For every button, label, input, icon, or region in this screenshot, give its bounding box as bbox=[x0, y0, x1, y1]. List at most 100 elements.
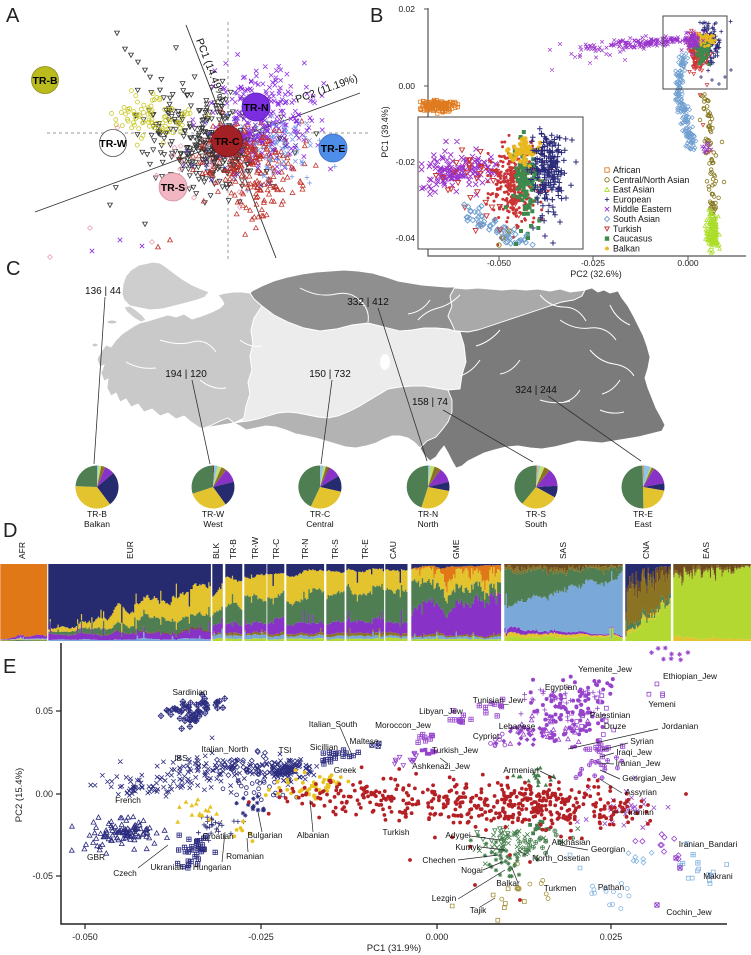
svg-text:Druze: Druze bbox=[604, 721, 627, 731]
svg-text:TR-C: TR-C bbox=[271, 539, 281, 559]
svg-text:Georgian_Jew: Georgian_Jew bbox=[622, 773, 677, 783]
svg-text:Middle Eastern: Middle Eastern bbox=[613, 204, 672, 214]
svg-text:TR-E: TR-E bbox=[321, 143, 346, 155]
svg-text:TR-N: TR-N bbox=[300, 539, 310, 559]
svg-text:North: North bbox=[418, 519, 439, 529]
svg-text:CNA: CNA bbox=[641, 541, 651, 559]
svg-text:East: East bbox=[634, 519, 652, 529]
svg-text:0.025: 0.025 bbox=[600, 932, 623, 942]
svg-text:Armenian: Armenian bbox=[503, 765, 539, 775]
svg-text:Bulgarian: Bulgarian bbox=[247, 830, 282, 840]
svg-text:Italian_North: Italian_North bbox=[201, 744, 248, 754]
svg-text:TR-S: TR-S bbox=[161, 182, 186, 194]
svg-text:Georgian: Georgian bbox=[591, 844, 626, 854]
svg-text:Adygei: Adygei bbox=[445, 830, 471, 840]
svg-text:SAS: SAS bbox=[558, 542, 568, 559]
svg-text:Ukranian: Ukranian bbox=[150, 862, 184, 872]
svg-text:-0.050: -0.050 bbox=[72, 932, 98, 942]
svg-text:Kumyk: Kumyk bbox=[455, 842, 481, 852]
svg-text:North_Ossetian: North_Ossetian bbox=[532, 853, 590, 863]
svg-text:E: E bbox=[3, 656, 16, 678]
svg-text:0.00: 0.00 bbox=[398, 81, 415, 91]
svg-text:Turkish: Turkish bbox=[613, 224, 642, 234]
svg-text:0.02: 0.02 bbox=[398, 4, 415, 14]
svg-text:Iraqi_Jew: Iraqi_Jew bbox=[616, 747, 653, 757]
svg-text:TR-B: TR-B bbox=[228, 539, 238, 559]
svg-text:TR-W: TR-W bbox=[99, 138, 126, 150]
svg-text:Central/North Asian: Central/North Asian bbox=[613, 175, 689, 185]
svg-text:PC2 (32.6%): PC2 (32.6%) bbox=[570, 269, 622, 279]
svg-text:Croatian: Croatian bbox=[202, 831, 234, 841]
svg-text:TR-S: TR-S bbox=[526, 509, 546, 519]
svg-text:0.00: 0.00 bbox=[35, 789, 53, 799]
svg-text:TR-C: TR-C bbox=[214, 136, 239, 148]
svg-text:Central: Central bbox=[306, 519, 334, 529]
svg-text:TR-B: TR-B bbox=[32, 75, 57, 87]
svg-text:TR-E: TR-E bbox=[360, 539, 370, 559]
svg-text:Chechen: Chechen bbox=[422, 855, 456, 865]
svg-text:South Asian: South Asian bbox=[613, 214, 660, 224]
svg-text:CAU: CAU bbox=[388, 541, 398, 559]
svg-text:Assyrian: Assyrian bbox=[625, 787, 657, 797]
svg-text:Cypriot: Cypriot bbox=[473, 731, 500, 741]
svg-text:-0.025: -0.025 bbox=[248, 932, 274, 942]
svg-text:TR-W: TR-W bbox=[202, 509, 224, 519]
svg-text:Palestinian: Palestinian bbox=[590, 710, 631, 720]
svg-text:Ethiopian_Jew: Ethiopian_Jew bbox=[663, 671, 718, 681]
svg-text:Romanian: Romanian bbox=[226, 851, 264, 861]
svg-text:332 | 412: 332 | 412 bbox=[347, 297, 389, 308]
svg-text:Lebanese: Lebanese bbox=[499, 721, 536, 731]
svg-text:Hungarian: Hungarian bbox=[193, 862, 232, 872]
svg-text:Czech: Czech bbox=[113, 868, 137, 878]
svg-text:Pathan: Pathan bbox=[598, 882, 625, 892]
svg-text:Sicillian: Sicillian bbox=[310, 742, 339, 752]
svg-text:0.05: 0.05 bbox=[35, 706, 53, 716]
svg-text:D: D bbox=[3, 520, 17, 542]
svg-text:Iranian: Iranian bbox=[628, 807, 654, 817]
svg-text:Turkish: Turkish bbox=[383, 827, 410, 837]
svg-text:Turkish_Jew: Turkish_Jew bbox=[432, 745, 479, 755]
svg-text:East Asian: East Asian bbox=[613, 185, 655, 195]
svg-text:TR-W: TR-W bbox=[250, 537, 260, 559]
svg-text:African: African bbox=[613, 165, 640, 175]
svg-text:Egyptian: Egyptian bbox=[545, 682, 578, 692]
svg-text:Balkan: Balkan bbox=[613, 243, 640, 253]
svg-text:Greek: Greek bbox=[334, 765, 357, 775]
svg-text:Lezgin: Lezgin bbox=[432, 893, 457, 903]
svg-text:TSI: TSI bbox=[279, 745, 292, 755]
svg-text:150 | 732: 150 | 732 bbox=[309, 369, 351, 380]
svg-text:Balkar: Balkar bbox=[496, 878, 520, 888]
svg-text:0.000: 0.000 bbox=[426, 932, 449, 942]
svg-text:Moroccon_Jew: Moroccon_Jew bbox=[375, 720, 432, 730]
svg-text:IBS: IBS bbox=[174, 753, 188, 763]
svg-text:0.000: 0.000 bbox=[677, 258, 699, 268]
svg-text:West: West bbox=[203, 519, 223, 529]
svg-text:C: C bbox=[6, 258, 20, 280]
svg-text:TR-C: TR-C bbox=[310, 509, 330, 519]
svg-text:A: A bbox=[6, 5, 20, 27]
svg-text:South: South bbox=[525, 519, 547, 529]
svg-text:TR-N: TR-N bbox=[418, 509, 438, 519]
svg-text:Yemeni: Yemeni bbox=[648, 699, 676, 709]
svg-text:European: European bbox=[613, 194, 651, 204]
svg-text:Caucasus: Caucasus bbox=[613, 234, 653, 244]
svg-text:TR-B: TR-B bbox=[87, 509, 107, 519]
svg-text:Libyan_Jew: Libyan_Jew bbox=[419, 706, 464, 716]
svg-text:B: B bbox=[370, 5, 383, 27]
svg-text:Ashkenazi_Jew: Ashkenazi_Jew bbox=[412, 761, 471, 771]
svg-text:324 | 244: 324 | 244 bbox=[515, 385, 557, 396]
svg-text:Iranian_Bandari: Iranian_Bandari bbox=[679, 839, 738, 849]
svg-text:-0.02: -0.02 bbox=[396, 157, 416, 167]
svg-text:Jordanian: Jordanian bbox=[662, 721, 699, 731]
svg-text:Tunisian_Jew: Tunisian_Jew bbox=[473, 695, 524, 705]
svg-text:GBR: GBR bbox=[87, 852, 105, 862]
svg-text:GME: GME bbox=[451, 539, 461, 559]
svg-text:Nogai: Nogai bbox=[461, 865, 483, 875]
svg-text:136 | 44: 136 | 44 bbox=[85, 286, 121, 297]
svg-text:-0.05: -0.05 bbox=[32, 871, 53, 881]
svg-text:PC2 (15.4%): PC2 (15.4%) bbox=[14, 768, 25, 822]
svg-text:Cochin_Jew: Cochin_Jew bbox=[666, 907, 712, 917]
svg-text:Balkan: Balkan bbox=[84, 519, 110, 529]
svg-text:Albanian: Albanian bbox=[297, 830, 330, 840]
svg-text:PC1 (39.4%): PC1 (39.4%) bbox=[380, 106, 390, 158]
